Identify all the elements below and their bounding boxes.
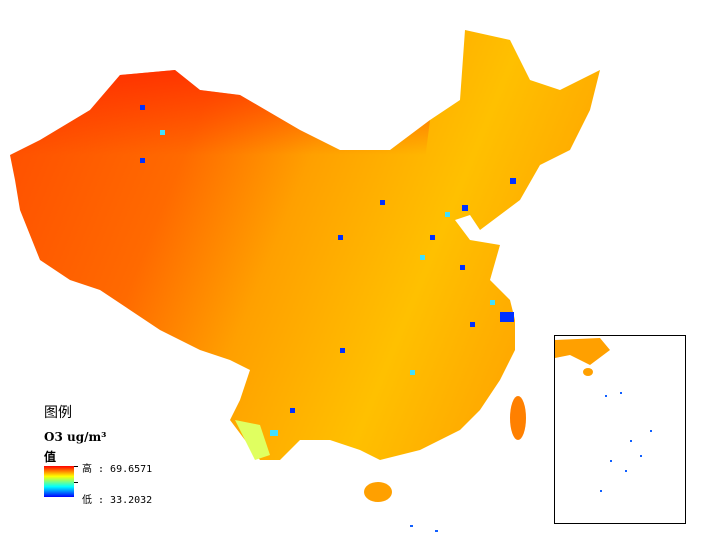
high-value-label: 高 : 69.6571: [82, 464, 153, 475]
inset-hainan: [583, 368, 593, 376]
yunnan-south: [235, 420, 270, 460]
legend-title: 图例: [44, 405, 72, 421]
mid-tick: [74, 482, 78, 483]
color-ramp: [44, 466, 74, 497]
low-value-cells: [140, 105, 516, 413]
legend-layer: O3 ug/m³: [44, 430, 107, 444]
high-tick: [74, 466, 78, 467]
inset-islands: [410, 392, 652, 532]
hainan: [364, 482, 392, 502]
south-china-sea-inset: [554, 335, 686, 524]
china-mainland: [10, 30, 600, 460]
taiwan: [510, 396, 526, 440]
legend-field: 值: [44, 450, 57, 464]
inset-coast: [555, 338, 610, 365]
mid-value-cells: [160, 130, 495, 436]
low-value-label: 低 : 33.2032: [82, 495, 153, 506]
